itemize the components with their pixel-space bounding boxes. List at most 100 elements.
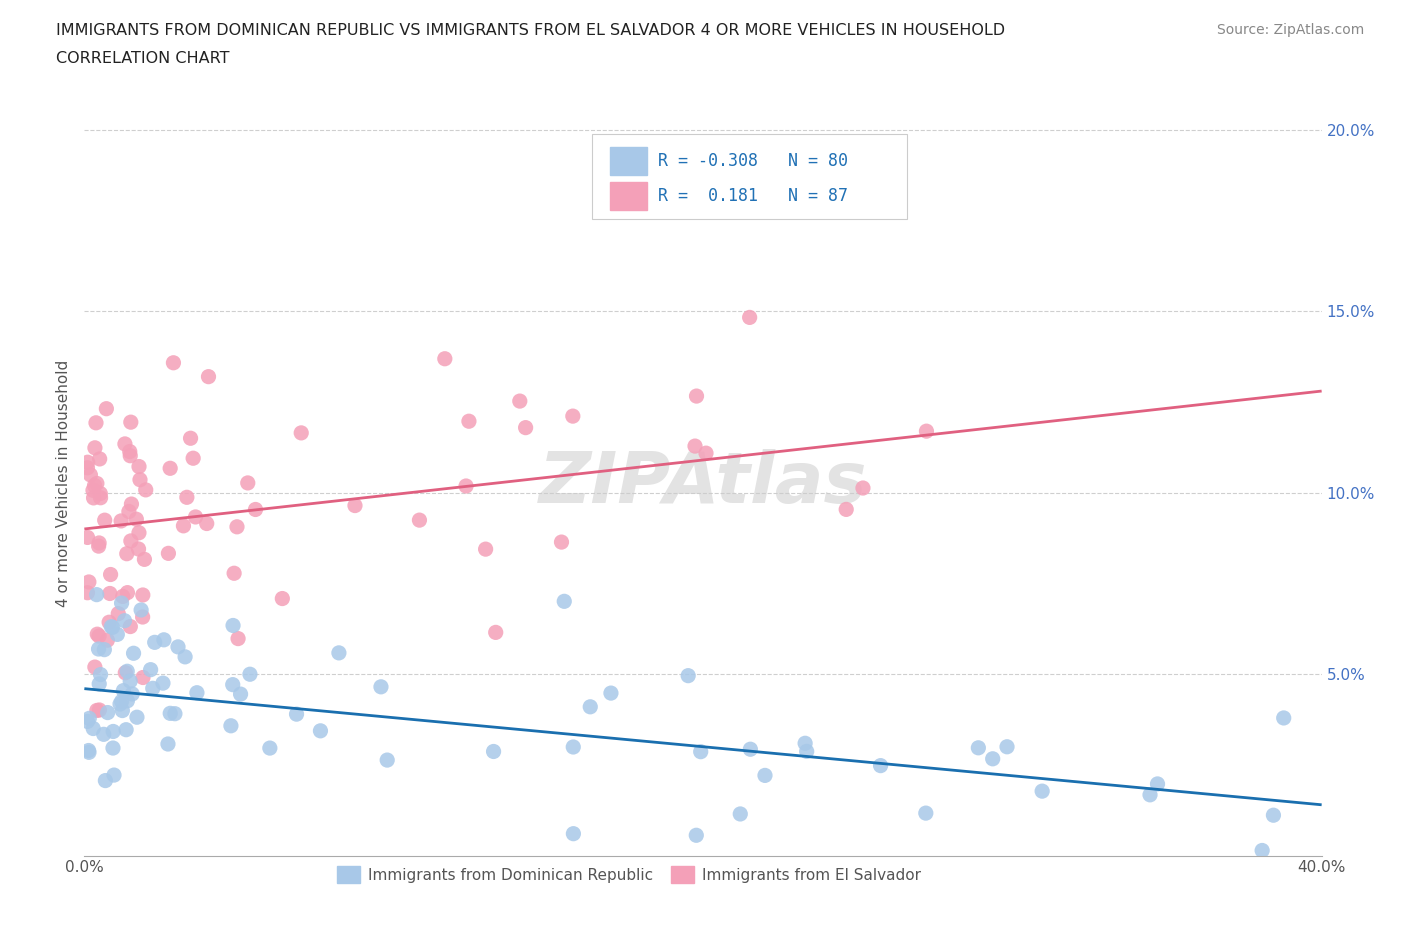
Point <box>111 703 134 718</box>
Text: IMMIGRANTS FROM DOMINICAN REPUBLIC VS IMMIGRANTS FROM EL SALVADOR 4 OR MORE VEHI: IMMIGRANTS FROM DOMINICAN REPUBLIC VS IM… <box>56 23 1005 38</box>
Bar <box>610 147 647 175</box>
Point <box>122 645 145 660</box>
Point <box>561 408 583 423</box>
Point <box>101 740 124 755</box>
Point <box>87 642 110 657</box>
Point <box>89 702 111 717</box>
Point <box>118 445 141 459</box>
Point <box>1272 711 1295 725</box>
Point <box>259 740 281 755</box>
Point <box>125 512 148 526</box>
Point <box>98 586 121 601</box>
Point <box>222 618 245 633</box>
Point <box>754 768 776 783</box>
Point <box>90 667 112 682</box>
Point <box>796 744 818 759</box>
Text: R = -0.308   N = 80: R = -0.308 N = 80 <box>658 152 848 169</box>
Point <box>121 686 143 701</box>
Point <box>115 664 138 679</box>
Point <box>685 389 707 404</box>
Point <box>229 686 252 701</box>
Point <box>222 677 245 692</box>
Point <box>79 468 101 483</box>
Point <box>86 703 108 718</box>
Point <box>76 585 98 600</box>
Point <box>101 620 124 635</box>
Point <box>689 744 711 759</box>
Point <box>1263 808 1285 823</box>
Point <box>98 615 121 630</box>
Point <box>110 513 132 528</box>
Point <box>458 414 481 429</box>
Point <box>86 627 108 642</box>
Point <box>981 751 1004 766</box>
Point <box>515 420 537 435</box>
Point <box>118 504 141 519</box>
Point <box>176 490 198 505</box>
Point <box>285 707 308 722</box>
Point <box>562 826 585 841</box>
Point <box>433 352 456 366</box>
Point <box>143 635 166 650</box>
Text: CORRELATION CHART: CORRELATION CHART <box>56 51 229 66</box>
Point <box>82 483 104 498</box>
Point <box>83 659 105 674</box>
Point <box>117 585 139 600</box>
Point <box>509 393 531 408</box>
Point <box>550 535 572 550</box>
Point <box>142 681 165 696</box>
Point <box>181 451 204 466</box>
Point <box>112 684 135 698</box>
Point <box>835 502 858 517</box>
Point <box>120 534 142 549</box>
Point <box>485 625 508 640</box>
Point <box>271 591 294 606</box>
Point <box>375 752 398 767</box>
Point <box>309 724 332 738</box>
Point <box>77 575 100 590</box>
Point <box>1251 843 1274 857</box>
Point <box>683 439 706 454</box>
Point <box>129 472 152 487</box>
Text: R =  0.181   N = 87: R = 0.181 N = 87 <box>658 187 848 205</box>
Point <box>454 479 477 494</box>
Point <box>695 445 717 460</box>
Point <box>1139 788 1161 803</box>
Point <box>76 455 98 470</box>
Point <box>100 619 122 634</box>
Point <box>89 451 111 466</box>
Point <box>114 436 136 451</box>
Point <box>226 519 249 534</box>
Point <box>86 476 108 491</box>
Point <box>730 806 752 821</box>
Point <box>128 459 150 474</box>
Point <box>153 632 176 647</box>
Text: Source: ZipAtlas.com: Source: ZipAtlas.com <box>1216 23 1364 37</box>
Point <box>111 589 134 604</box>
Point <box>852 481 875 496</box>
Point <box>117 694 139 709</box>
Point <box>76 460 98 475</box>
Point <box>1146 777 1168 791</box>
Point <box>107 606 129 621</box>
Point <box>86 587 108 602</box>
Point <box>195 516 218 531</box>
Text: ZIPAtlas: ZIPAtlas <box>538 449 868 518</box>
Point <box>76 714 98 729</box>
Point <box>236 475 259 490</box>
Point <box>600 685 623 700</box>
Point <box>120 619 142 634</box>
Point <box>87 538 110 553</box>
Point <box>120 415 142 430</box>
Point <box>328 645 350 660</box>
Point <box>159 706 181 721</box>
Point <box>239 667 262 682</box>
Point <box>89 486 111 501</box>
Point <box>114 665 136 680</box>
Point <box>115 723 138 737</box>
Point <box>128 541 150 556</box>
Point <box>132 588 155 603</box>
Point <box>139 662 162 677</box>
Point <box>125 710 148 724</box>
Point <box>128 525 150 540</box>
